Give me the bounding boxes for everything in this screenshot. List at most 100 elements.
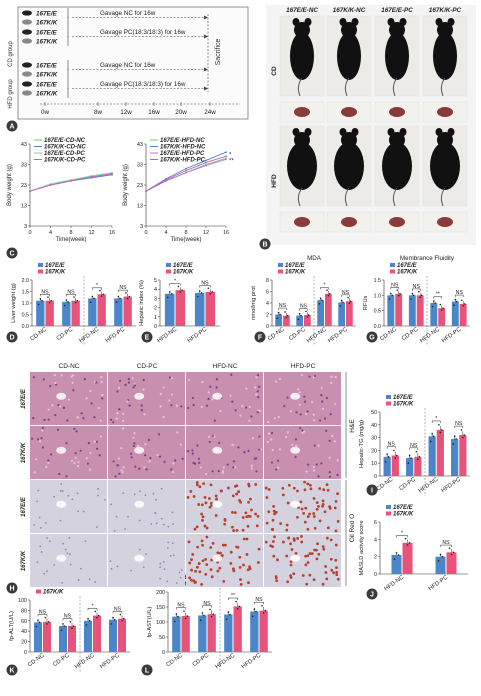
data-point xyxy=(448,547,451,549)
y-tick-label: 0.0 xyxy=(374,324,381,330)
data-point xyxy=(37,619,39,622)
x-tick-label: 12 xyxy=(203,230,209,236)
tissue-texture xyxy=(41,429,44,432)
tissue-texture xyxy=(312,512,316,515)
tissue-texture xyxy=(258,385,261,388)
tissue-texture xyxy=(273,535,276,539)
data-point xyxy=(410,457,412,459)
tissue-texture xyxy=(95,381,98,384)
tissue-texture xyxy=(325,483,329,487)
tissue-texture xyxy=(134,465,137,468)
tissue-texture xyxy=(48,540,51,543)
panel-letter: I xyxy=(371,488,373,495)
data-point xyxy=(225,618,228,621)
mouse-ear xyxy=(292,128,300,136)
data-point xyxy=(404,537,407,540)
bar-kk xyxy=(414,456,422,476)
tissue-texture xyxy=(231,510,234,514)
tissue-texture xyxy=(331,434,334,438)
legend-swatch-ee xyxy=(386,395,391,399)
arrow-head xyxy=(204,34,208,39)
data-point xyxy=(420,294,423,297)
bar-ee xyxy=(383,456,391,476)
chart-title: Membrance Fluidity xyxy=(400,255,455,262)
bar-kk xyxy=(346,301,353,326)
tissue-texture xyxy=(241,528,245,532)
tissue-texture xyxy=(276,558,279,562)
tissue-texture xyxy=(61,490,64,493)
data-point xyxy=(196,295,199,298)
data-point xyxy=(122,617,125,620)
tissue-texture xyxy=(88,578,91,581)
legend-swatch-kk xyxy=(386,401,391,406)
data-point xyxy=(183,610,185,612)
data-point xyxy=(452,551,455,554)
tissue-texture xyxy=(334,499,338,503)
data-point xyxy=(50,299,53,302)
y-tick-label: 30 xyxy=(371,436,377,442)
tissue-texture xyxy=(247,581,250,585)
data-point xyxy=(450,553,453,556)
bar-ee xyxy=(34,622,42,652)
tissue-texture xyxy=(62,542,65,545)
tissue-texture xyxy=(101,397,104,400)
series-point xyxy=(111,172,113,175)
y-axis-label: MASLD activity score xyxy=(359,520,365,575)
legend-label-kk: 167K/K xyxy=(173,270,194,276)
tissue-texture xyxy=(203,524,207,528)
tissue-texture xyxy=(333,440,336,443)
significance-mark: * xyxy=(229,152,232,158)
y-tick-label: 5 xyxy=(154,278,157,284)
tissue-texture xyxy=(200,405,203,409)
significance-bracket xyxy=(299,308,308,311)
tissue-texture xyxy=(316,542,319,546)
tissue-texture xyxy=(85,397,88,400)
mouse-head xyxy=(437,132,453,148)
mouse-ear xyxy=(304,128,312,136)
tissue-texture xyxy=(271,518,275,522)
tissue-texture xyxy=(201,380,204,384)
tissue-texture xyxy=(285,528,289,532)
tissue-texture xyxy=(66,419,69,422)
significance-label: NS xyxy=(255,597,263,603)
legend-label: 167K/K-CD-NC xyxy=(44,145,86,151)
significance-label: NS xyxy=(177,603,185,609)
tissue-texture xyxy=(45,465,48,469)
tissue-texture xyxy=(309,487,313,491)
category-label: HFD-NC xyxy=(215,653,237,671)
data-point xyxy=(440,429,443,431)
tissue-texture xyxy=(162,523,165,526)
tissue-texture xyxy=(255,393,258,396)
tissue-texture xyxy=(181,457,184,460)
tissue-texture xyxy=(223,522,227,526)
significance-label: NS xyxy=(410,443,418,449)
significance-label: NS xyxy=(64,614,72,620)
histology-tile xyxy=(30,426,107,479)
y-tick-label: 2 xyxy=(374,555,377,561)
tissue-texture xyxy=(305,412,308,416)
data-point xyxy=(37,303,40,306)
category-label: CD-PC xyxy=(192,653,210,668)
panel-b-photos: 167E/E-NC 167K/K-NC 167E/E-PC 167K/K-PC CD HF… xyxy=(266,5,476,245)
significance-label: NS xyxy=(279,303,287,309)
tissue-texture xyxy=(270,438,273,441)
y-tick-label: 3 xyxy=(154,296,157,302)
tissue-texture xyxy=(58,405,62,408)
x-tick-label: 8 xyxy=(69,230,72,236)
tissue-texture xyxy=(37,489,40,492)
tissue-texture xyxy=(234,409,237,412)
y-tick-label: 20 xyxy=(21,640,27,646)
bar-ee xyxy=(62,301,71,326)
legend-swatch-kk xyxy=(386,511,391,516)
tissue-texture xyxy=(296,489,299,493)
tissue-texture xyxy=(179,576,182,579)
tissue-texture xyxy=(41,426,44,430)
tissue-texture xyxy=(195,525,199,529)
tissue-texture xyxy=(306,515,310,519)
significance-bracket xyxy=(431,420,441,423)
significance-mark: ** xyxy=(229,158,234,164)
series-point xyxy=(205,159,207,162)
panel-letter: F xyxy=(258,335,263,342)
tissue-texture xyxy=(332,571,336,575)
tissue-texture xyxy=(142,378,145,382)
